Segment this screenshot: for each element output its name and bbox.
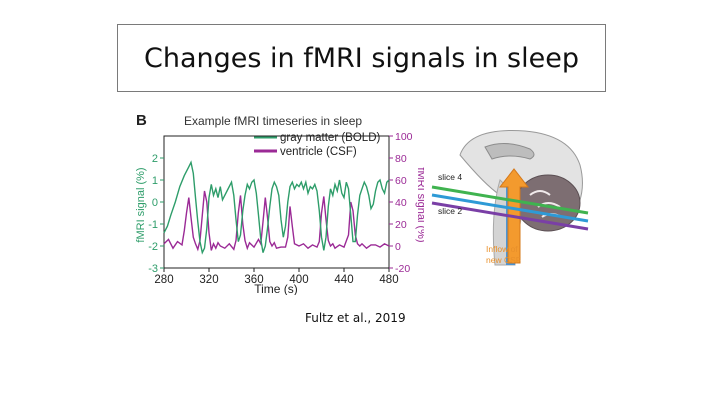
slide-title: Changes in fMRI signals in sleep <box>144 42 579 74</box>
inflow-label-line1: Inflow of <box>486 244 518 254</box>
x-tick-label: 360 <box>244 274 263 286</box>
left-tick-label: 2 <box>152 153 158 165</box>
slice-line-2 <box>431 201 589 231</box>
fmri-chart: B Example fMRI timeseries in sleep gray … <box>135 112 424 295</box>
right-axis-ticks: -20 0 20 40 60 80 100 <box>389 131 413 275</box>
slice-4-label: slice 4 <box>438 172 462 182</box>
ventricle-shape <box>484 143 535 160</box>
citation: Fultz et al., 2019 <box>305 311 406 325</box>
right-tick-label: 100 <box>395 131 413 143</box>
x-tick-label: 440 <box>334 274 353 286</box>
x-axis-ticks: 280 320 360 400 440 480 <box>154 268 399 286</box>
x-tick-label: 400 <box>289 274 308 286</box>
left-tick-label: -3 <box>148 263 158 275</box>
panel-label: B <box>136 112 147 129</box>
x-axis-label: Time (s) <box>254 282 298 295</box>
right-axis-label: fMRI signal (%) <box>415 167 424 242</box>
series-line-gray-matter-bold <box>163 160 390 255</box>
left-axis-ticks: -3 -2 -1 0 1 2 <box>148 153 164 275</box>
right-tick-label: 40 <box>395 197 407 209</box>
x-tick-label: 480 <box>379 274 398 286</box>
legend-label-ventricle: ventricle (CSF) <box>280 146 357 158</box>
left-tick-label: 0 <box>152 197 158 209</box>
slice-line-4 <box>431 185 589 215</box>
x-tick-label: 320 <box>199 274 218 286</box>
title-box: Changes in fMRI signals in sleep <box>117 24 606 92</box>
right-tick-label: 80 <box>395 153 407 165</box>
chart-title: Example fMRI timeseries in sleep <box>184 114 362 128</box>
right-tick-label: 60 <box>395 175 407 187</box>
x-tick-label: 280 <box>154 274 173 286</box>
left-tick-label: -2 <box>148 241 158 253</box>
brain-diagram: slice 4 slice 2 Inflow of new CSF <box>431 130 589 266</box>
legend-label-gray-matter: gray matter (BOLD) <box>280 132 380 144</box>
left-axis-label: fMRI signal (%) <box>135 167 147 242</box>
right-tick-label: -20 <box>395 263 410 275</box>
left-tick-label: 1 <box>152 175 158 187</box>
right-tick-label: 20 <box>395 219 407 231</box>
left-tick-label: -1 <box>148 219 158 231</box>
inflow-label-line2: new CSF <box>486 255 521 265</box>
legend: gray matter (BOLD) ventricle (CSF) <box>254 132 380 158</box>
slice-2-label: slice 2 <box>438 206 462 216</box>
series-line-ventricle-csf <box>163 190 390 252</box>
slice-line-3 <box>431 193 589 223</box>
right-tick-label: 0 <box>395 241 401 253</box>
